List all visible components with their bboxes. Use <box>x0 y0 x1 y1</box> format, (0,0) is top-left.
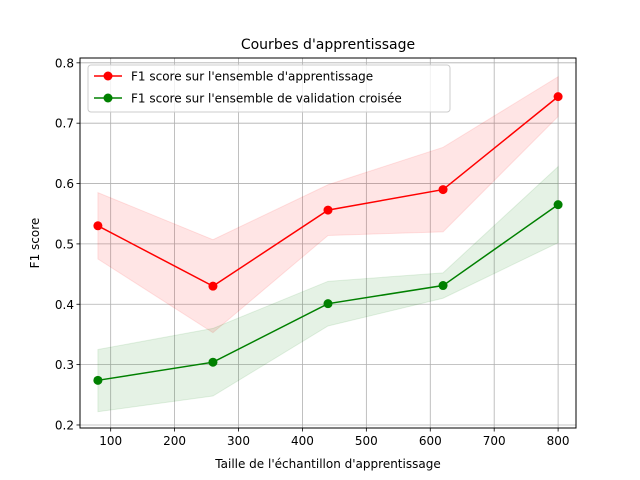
y-tick-label: 0.6 <box>55 177 74 191</box>
data-point-series-1 <box>553 200 563 210</box>
confidence-bands <box>97 75 559 413</box>
data-point-series-1 <box>93 375 103 385</box>
x-tick-label: 100 <box>99 434 122 448</box>
legend-marker-train <box>103 71 113 81</box>
series-points <box>93 92 563 385</box>
x-tick-label: 800 <box>547 434 570 448</box>
y-tick-label: 0.2 <box>55 418 74 432</box>
y-tick-label: 0.7 <box>55 117 74 131</box>
data-point-series-0 <box>553 92 563 102</box>
legend-label-validation: F1 score sur l'ensemble de validation cr… <box>131 92 402 106</box>
chart-title: Courbes d'apprentissage <box>241 37 415 53</box>
y-tick-label: 0.8 <box>55 56 74 70</box>
legend-marker-validation <box>103 93 113 103</box>
x-tick-label: 200 <box>163 434 186 448</box>
legend-label-train: F1 score sur l'ensemble d'apprentissage <box>131 70 373 84</box>
y-tick-label: 0.3 <box>55 358 74 372</box>
data-point-series-0 <box>323 205 333 215</box>
legend: F1 score sur l'ensemble d'apprentissage … <box>87 64 451 113</box>
plot-frame <box>79 57 577 429</box>
data-point-series-1 <box>323 299 333 309</box>
legend-box <box>87 64 451 113</box>
x-tick-label: 500 <box>355 434 378 448</box>
confidence-band-series-1 <box>97 165 559 413</box>
x-axis-label: Taille de l'échantillon d'apprentissage <box>214 457 440 471</box>
data-point-series-0 <box>208 281 218 291</box>
y-tick-label: 0.5 <box>55 237 74 251</box>
data-point-series-0 <box>93 221 103 231</box>
y-axis-label: F1 score <box>28 218 42 269</box>
data-point-series-1 <box>208 357 218 367</box>
data-point-series-0 <box>438 185 448 195</box>
x-tick-label: 300 <box>227 434 250 448</box>
x-tick-label: 400 <box>291 434 314 448</box>
x-axis-ticks: 100 200 300 400 500 600 700 800 <box>99 428 570 448</box>
y-tick-label: 0.4 <box>55 298 74 312</box>
y-axis-ticks: 0.2 0.3 0.4 0.5 0.6 0.7 0.8 <box>55 56 80 432</box>
confidence-band-series-0 <box>97 75 559 334</box>
x-tick-label: 600 <box>419 434 442 448</box>
data-point-series-1 <box>438 281 448 291</box>
x-tick-label: 700 <box>483 434 506 448</box>
